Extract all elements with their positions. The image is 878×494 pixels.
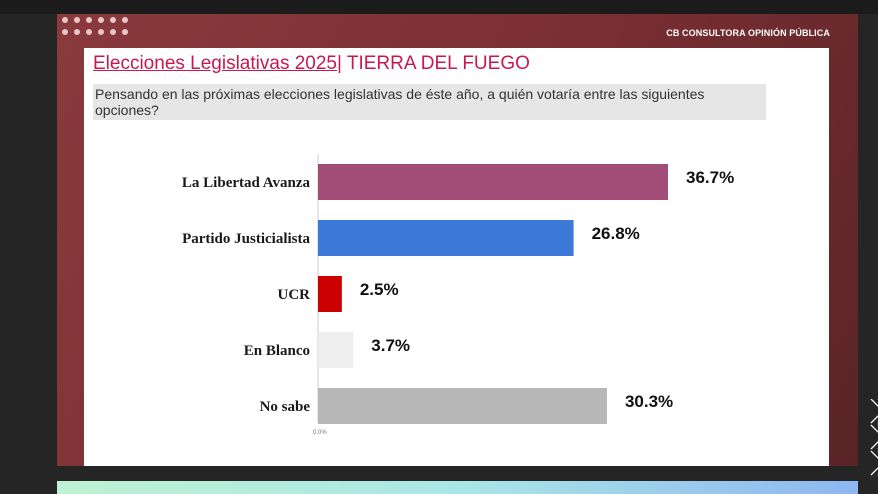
decorative-dot [62, 17, 68, 23]
decorative-dot [74, 17, 80, 23]
decorative-dot [62, 29, 68, 35]
bar-2 [318, 276, 342, 312]
decorative-dot [86, 17, 92, 23]
chart-card: Elecciones Legislativas 2025| TIERRA DEL… [84, 48, 829, 466]
category-label: En Blanco [244, 343, 310, 359]
bar-0 [318, 164, 668, 200]
title-separator: | [337, 53, 347, 74]
chevron-decoration-icon [870, 399, 878, 476]
question-text: Pensando en las próximas elecciones legi… [93, 84, 766, 120]
decorative-dot [98, 17, 104, 23]
category-label: Partido Justicialista [182, 231, 310, 247]
brand-label: CB CONSULTORA OPINIÓN PÚBLICA [666, 28, 830, 38]
top-bar [0, 0, 878, 14]
decorative-dot [98, 29, 104, 35]
value-label: 26.8% [592, 224, 640, 243]
decorative-dot [122, 17, 128, 23]
value-label: 3.7% [371, 336, 410, 355]
category-label: No sabe [260, 399, 311, 415]
decorative-dot [110, 29, 116, 35]
slide: CB CONSULTORA OPINIÓN PÚBLICA Elecciones… [57, 14, 878, 476]
value-label: 2.5% [360, 280, 399, 299]
value-label: 36.7% [686, 168, 734, 187]
bar-4 [318, 388, 607, 424]
category-label: UCR [278, 287, 311, 303]
decorative-dot [122, 29, 128, 35]
x-tick-label: 0.0% [313, 430, 327, 436]
decorative-dot [74, 29, 80, 35]
page-title: Elecciones Legislativas 2025| TIERRA DEL… [93, 53, 530, 75]
bottom-gradient-band [57, 481, 858, 494]
bar-3 [318, 332, 354, 368]
decorative-dot [86, 29, 92, 35]
title-main: Elecciones Legislativas 2025 [93, 53, 337, 74]
decorative-dot [110, 17, 116, 23]
bar-1 [318, 220, 574, 256]
title-region: TIERRA DEL FUEGO [346, 53, 530, 74]
bar-chart: La Libertad Avanza 36.7% Partido Justicial… [182, 154, 734, 436]
category-label: La Libertad Avanza [182, 175, 311, 191]
value-label: 30.3% [625, 392, 673, 411]
